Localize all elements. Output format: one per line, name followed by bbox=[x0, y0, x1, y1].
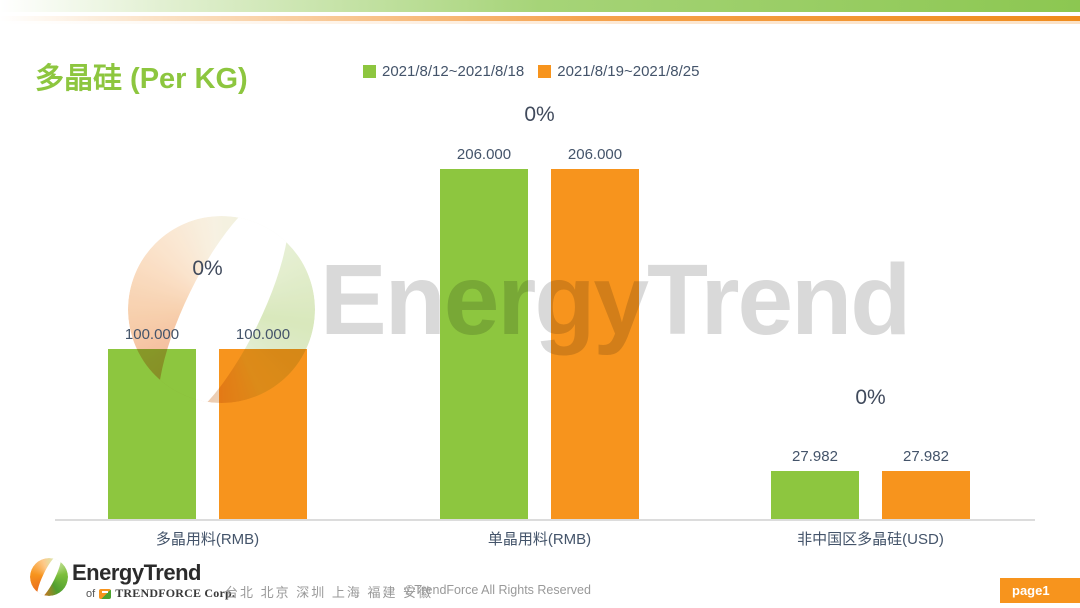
bar-series1-group2 bbox=[440, 169, 528, 519]
legend-swatch-week2 bbox=[538, 65, 552, 78]
change-percent-label-group3: 0% bbox=[855, 386, 886, 409]
value-label-series1-group3: 27.982 bbox=[792, 448, 838, 466]
value-label-series2-group3: 27.982 bbox=[903, 448, 949, 466]
top-orange-glow-line bbox=[0, 21, 1080, 24]
top-orange-gradient-line bbox=[0, 16, 1080, 21]
bar-series1-group3 bbox=[771, 471, 859, 519]
energytrend-text-watermark: EnergyTrend bbox=[320, 244, 911, 356]
energytrend-logo-watermark bbox=[128, 216, 315, 403]
change-percent-label-group1: 0% bbox=[192, 257, 223, 280]
trendforce-corp-label: TRENDFORCE Corp. bbox=[115, 586, 236, 600]
top-green-gradient-bar bbox=[0, 0, 1080, 12]
legend-label-week1: 2021/8/12~2021/8/18 bbox=[382, 63, 525, 80]
value-label-series1-group1: 100.000 bbox=[124, 326, 180, 344]
value-label-series2-group2: 206.000 bbox=[567, 146, 623, 163]
trendforce-icon bbox=[99, 588, 112, 599]
value-label-series2-group1: 100.000 bbox=[235, 326, 291, 344]
footer-logo-of-label: of bbox=[86, 587, 96, 600]
category-label-group2: 单晶用料(RMB) bbox=[487, 531, 592, 548]
change-percent-label-group2: 0% bbox=[524, 103, 555, 126]
value-label-series1-group2: 206.000 bbox=[456, 146, 512, 163]
footer-copyright: ©TrendForce All Rights Reserved bbox=[405, 583, 591, 597]
page-title: 多晶硅 (Per KG) bbox=[35, 63, 248, 95]
bar-series2-group2 bbox=[551, 169, 639, 519]
legend-label-week2: 2021/8/19~2021/8/25 bbox=[557, 63, 700, 80]
chart-legend: 2021/8/12~2021/8/18 2021/8/19~2021/8/25 bbox=[363, 63, 707, 80]
x-axis-line bbox=[55, 519, 1035, 521]
legend-swatch-week1 bbox=[363, 65, 376, 78]
category-label-group3: 非中国区多晶硅(USD) bbox=[797, 531, 944, 548]
footer-logo-wordmark: EnergyTrend bbox=[72, 560, 201, 585]
page-number-badge: page1 bbox=[1000, 578, 1080, 603]
footer-logo-subline: of TRENDFORCE Corp. bbox=[86, 586, 235, 601]
footer-office-cities: 台北 北京 深圳 上海 福建 安徽 bbox=[225, 585, 434, 600]
bar-series2-group3 bbox=[882, 471, 970, 519]
category-label-group1: 多晶用料(RMB) bbox=[155, 531, 260, 548]
energytrend-footer-logo-icon bbox=[30, 558, 68, 596]
